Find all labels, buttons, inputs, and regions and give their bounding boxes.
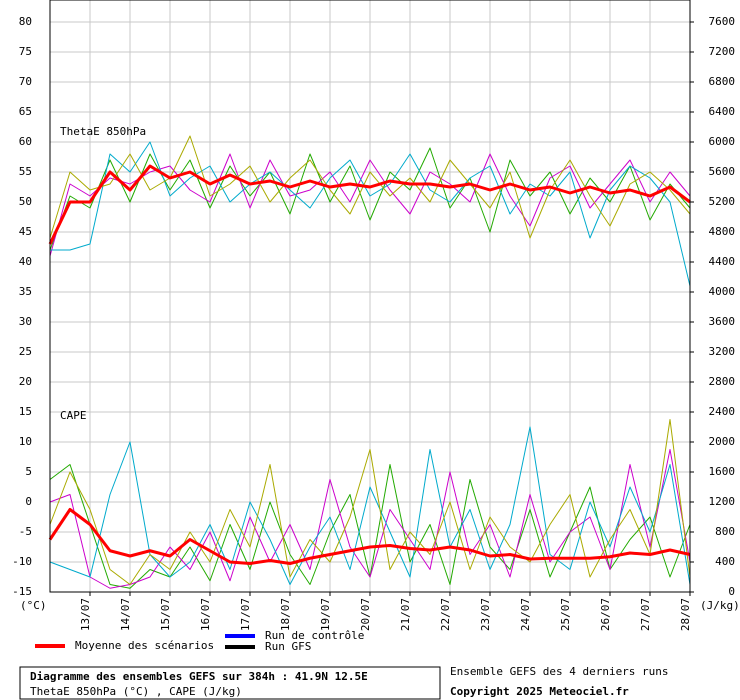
y-tick-label: 20: [19, 375, 32, 388]
legend-label: Run de contrôle: [265, 629, 364, 642]
y2-tick-label: 4800: [709, 225, 736, 238]
x-tick-label: 25/07: [559, 598, 572, 631]
y2-tick-label: 2400: [709, 405, 736, 418]
member-line: [49, 449, 691, 589]
legend-label: Run GFS: [265, 640, 311, 653]
y-tick-label: 10: [19, 435, 32, 448]
y2-tick-label: 2000: [709, 435, 736, 448]
y-tick-label: -10: [12, 555, 32, 568]
chart-title: Diagramme des ensembles GEFS sur 384h : …: [30, 670, 368, 683]
copyright: Copyright 2025 Meteociel.fr: [450, 685, 629, 698]
y-tick-label: 5: [25, 465, 32, 478]
x-tick-label: 22/07: [439, 598, 452, 631]
title-box: [19, 666, 441, 700]
y-tick-label: 15: [19, 405, 32, 418]
y-tick-label: 65: [19, 105, 32, 118]
y-tick-label: -15: [12, 585, 32, 598]
x-tick-label: 13/07: [79, 598, 92, 631]
y2-tick-label: 7600: [709, 15, 736, 28]
y2-tick-label: 1200: [709, 495, 736, 508]
y-tick-label: 55: [19, 165, 32, 178]
y-tick-label: 50: [19, 195, 32, 208]
y2-tick-label: 800: [715, 525, 735, 538]
x-tick-label: 19/07: [319, 598, 332, 631]
annotation: CAPE: [60, 409, 87, 422]
y2-tick-label: 6800: [709, 75, 736, 88]
y-tick-label: 80: [19, 15, 32, 28]
note: Ensemble GEFS des 4 derniers runs: [450, 665, 669, 678]
annotation: ThetaE 850hPa: [60, 125, 146, 138]
y-tick-label: 60: [19, 135, 32, 148]
y-tick-label: -5: [19, 525, 32, 538]
member-line: [49, 426, 691, 585]
y-tick-label: 25: [19, 345, 32, 358]
y-tick-label: 75: [19, 45, 32, 58]
y2-tick-label: 0: [728, 585, 735, 598]
mean-line: [48, 508, 691, 565]
y2-tick-label: 400: [715, 555, 735, 568]
y2-tick-label: 7200: [709, 45, 736, 58]
plot-frame: [49, 0, 691, 593]
legend: Moyenne des scénarios Run de contrôleRun …: [35, 629, 364, 653]
y2-tick-label: 4000: [709, 285, 736, 298]
y-axis-unit: (°C): [20, 599, 47, 612]
y2-tick-label: 3200: [709, 345, 736, 358]
x-tick-label: 18/07: [279, 598, 292, 631]
y2-axis-unit: (J/kg): [700, 599, 740, 612]
x-tick-label: 24/07: [519, 598, 532, 631]
y-tick-label: 35: [19, 285, 32, 298]
y2-tick-label: 1600: [709, 465, 736, 478]
member-line: [50, 141, 691, 287]
y-tick-label: 0: [25, 495, 32, 508]
chart-subtitle: ThetaE 850hPa (°C) , CAPE (J/kg): [30, 685, 242, 698]
y2-tick-label: 5600: [709, 165, 736, 178]
y2-tick-label: 4400: [709, 255, 736, 268]
x-tick-label: 27/07: [639, 598, 652, 631]
x-tick-label: 26/07: [599, 598, 612, 631]
lines: [48, 135, 691, 589]
y-tick-label: 30: [19, 315, 32, 328]
x-tick-label: 20/07: [359, 598, 372, 631]
y2-tick-label: 2800: [709, 375, 736, 388]
member-line: [49, 135, 691, 239]
x-tick-label: 15/07: [159, 598, 172, 631]
x-tick-label: 23/07: [479, 598, 492, 631]
y2-tick-label: 6000: [709, 135, 736, 148]
mean-line: [48, 164, 691, 245]
grid: -15 -10 -5 0 5 10 15 20 25 30 35 40 45 50 55 60 65 70 75 80…: [12, 0, 735, 631]
y-tick-label: 45: [19, 225, 32, 238]
y2-tick-label: 6400: [709, 105, 736, 118]
y-tick-label: 40: [19, 255, 32, 268]
y2-tick-label: 5200: [709, 195, 736, 208]
x-tick-label: 28/07: [679, 598, 692, 631]
y2-tick-label: 3600: [709, 315, 736, 328]
x-tick-label: 16/07: [199, 598, 212, 631]
legend-label: Moyenne des scénarios: [75, 639, 214, 652]
x-tick-label: 17/07: [239, 598, 252, 631]
y-tick-label: 70: [19, 75, 32, 88]
x-tick-label: 14/07: [119, 598, 132, 631]
member-line: [49, 419, 691, 585]
x-tick-label: 21/07: [399, 598, 412, 631]
